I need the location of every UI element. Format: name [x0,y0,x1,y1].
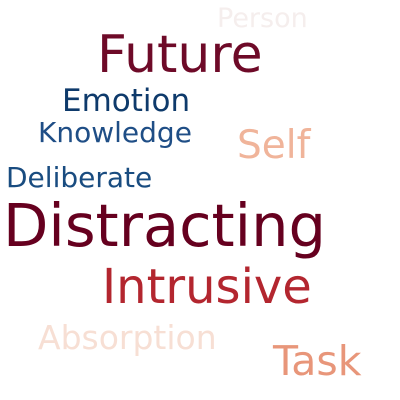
word-knowledge: Knowledge [38,116,192,149]
word-task: Task [273,337,362,385]
word-emotion: Emotion [62,83,191,119]
word-future: Future [97,25,263,85]
word-self: Self [237,123,311,168]
word-deliberate: Deliberate [6,161,153,194]
word-intrusive: Intrusive [102,259,312,315]
word-absorption: Absorption [38,318,217,357]
word-distracting: Distracting [3,191,326,260]
word-person: Person [217,3,308,34]
